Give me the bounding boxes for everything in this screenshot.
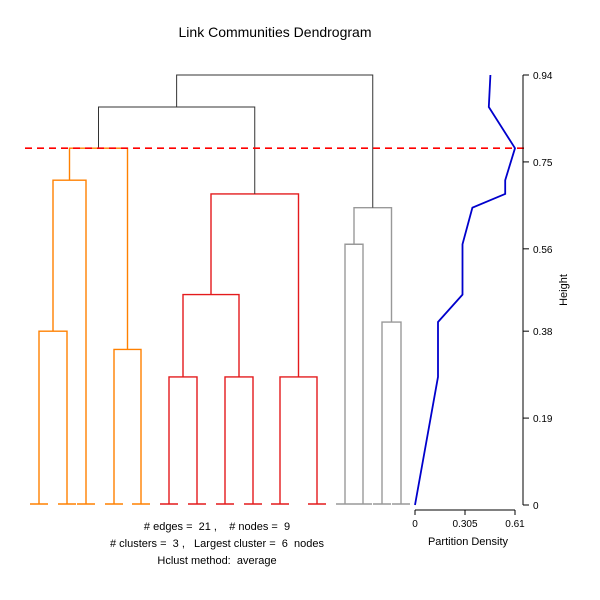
height-axis-tick-label: 0 [533, 501, 539, 512]
dendrogram-link [176, 74, 374, 208]
height-axis-label: Height [558, 274, 570, 306]
info-hclust-method: Hclust method: average [157, 555, 276, 567]
height-axis-tick-label: 0.38 [533, 327, 553, 338]
height-axis-tick-label: 0.56 [533, 245, 553, 256]
dendrogram-link [344, 243, 364, 500]
density-axis-tick-label: 0 [412, 519, 418, 530]
dendrogram-link [113, 348, 142, 500]
height-axis-tick-label: 0.19 [533, 414, 553, 425]
height-axis-tick-label: 0.75 [533, 158, 553, 169]
dendrogram-link [279, 376, 318, 500]
density-axis-tick-label: 0.305 [452, 519, 477, 530]
dendrogram-link [224, 376, 254, 500]
dendrogram-link [381, 321, 402, 500]
partition-density-line [414, 74, 516, 506]
dendrogram-link [353, 206, 393, 323]
height-axis-tick-label: 0.94 [533, 71, 553, 82]
dendrogram-link [168, 376, 198, 500]
dendrogram-link [210, 193, 300, 377]
density-axis-tick-label: 0.61 [505, 519, 525, 530]
dendrogram-link [98, 106, 256, 194]
chart-title: Link Communities Dendrogram [179, 24, 372, 40]
dendrogram-link [52, 179, 87, 500]
info-edges-nodes: # edges = 21 , # nodes = 9 [144, 521, 290, 533]
dendrogram-link [38, 330, 68, 500]
dendrogram-link [68, 147, 129, 350]
info-clusters: # clusters = 3 , Largest cluster = 6 nod… [110, 538, 325, 550]
density-axis-label: Partition Density [428, 536, 509, 548]
dendrogram-link [182, 293, 240, 377]
